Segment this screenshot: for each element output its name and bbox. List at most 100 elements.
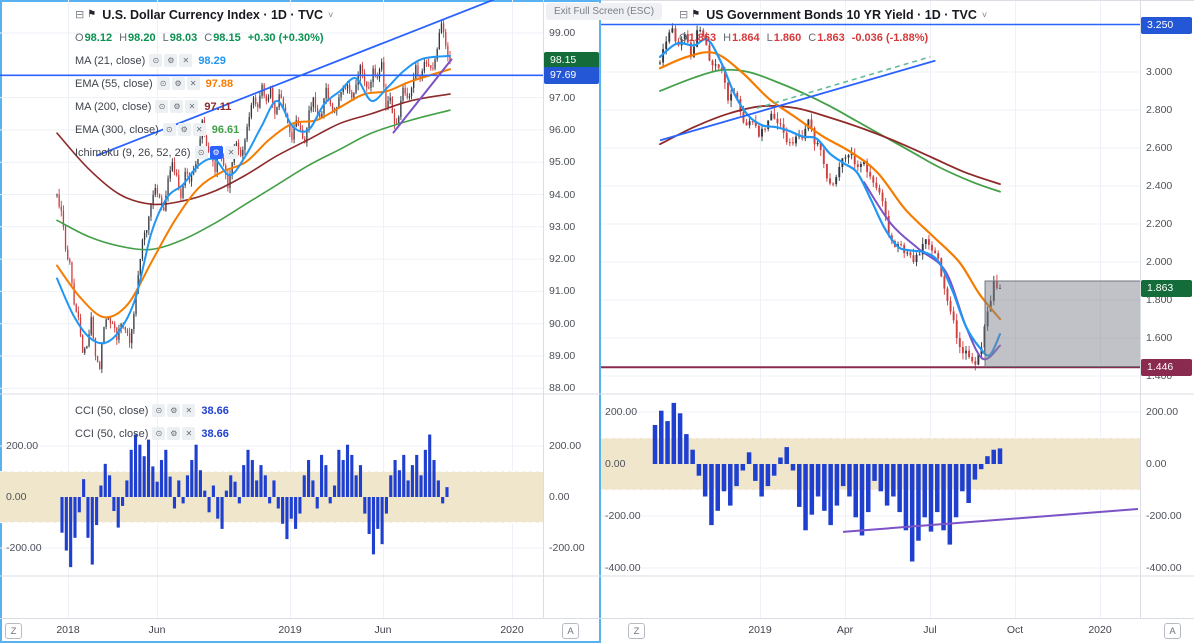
price-tick-label: 89.00	[549, 350, 576, 362]
symbol-title: US Government Bonds 10 YR Yield · 1D · T…	[706, 7, 977, 22]
eye-icon[interactable]: ⊙	[149, 54, 163, 67]
eye-icon[interactable]: ⊙	[155, 100, 169, 113]
cci-indicator-row[interactable]: CCI (50, close) ⊙ ⚙ ✕ 38.66	[75, 402, 229, 419]
price-scale[interactable]	[1140, 0, 1194, 618]
indicator-value: 97.88	[205, 77, 234, 90]
indicator-row[interactable]: MA (21, close) ⊙ ⚙ ✕ 98.29	[75, 52, 333, 69]
ohlc-row: O 98.12 H 98.20 L 98.03 C 98.15 +0.30 (+0.30%)	[75, 29, 333, 46]
time-tick-label: 2018	[56, 624, 80, 636]
symbol-menu-caret-icon[interactable]: ˅	[981, 9, 988, 20]
cci-tick-label: -200.00	[549, 542, 585, 554]
change-value: -0.036 (-1.88%)	[851, 31, 929, 44]
ohlc-value: 1.860	[773, 31, 802, 44]
eye-icon[interactable]: ⊙	[162, 123, 176, 136]
cci-tick-label: -400.00	[1146, 562, 1182, 574]
ohlc-value: 1.864	[732, 31, 760, 44]
cci-tick-label-left: -200.00	[605, 510, 641, 522]
price-tick-label: 2.600	[1146, 142, 1173, 154]
indicator-label: MA (200, close)	[75, 100, 152, 113]
time-tick-label: 2019	[748, 624, 772, 636]
dxy-chart-canvas[interactable]	[0, 0, 601, 643]
collapse-chart-icon[interactable]: ⊟	[75, 9, 85, 21]
time-tick-label: Jun	[374, 624, 392, 636]
us10y-legend: ⊟ ⚑ US Government Bonds 10 YR Yield · 1D ·…	[679, 6, 987, 52]
settings-icon[interactable]: ⚙	[171, 77, 185, 90]
cci-tick-label-left: 200.00	[605, 406, 638, 418]
cci-tick-label-left: -400.00	[605, 562, 641, 574]
time-tick-label: Oct	[1006, 624, 1024, 636]
auto-scale-button[interactable]: A	[1164, 623, 1181, 639]
time-tick-label: 2019	[278, 624, 302, 636]
ohlc-letter: C	[204, 31, 213, 44]
eye-icon[interactable]: ⊙	[194, 146, 208, 159]
ohlc-row: O 1.863 H 1.864 L 1.860 C 1.863 -0.036 (-1.88%)	[679, 29, 987, 46]
exit-fullscreen-button[interactable]: Exit Full Screen (ESC)	[546, 3, 663, 20]
indicator-label: EMA (55, close)	[75, 77, 153, 90]
ohlc-letter: H	[119, 31, 128, 44]
price-badge: 3.250	[1141, 16, 1192, 34]
close-icon[interactable]: ✕	[186, 77, 200, 90]
eye-icon[interactable]: ⊙	[156, 77, 170, 90]
settings-icon[interactable]: ⚙	[167, 427, 181, 440]
change-value: +0.30 (+0.30%)	[247, 31, 324, 44]
cci-tick-label: -200.00	[1146, 510, 1182, 522]
symbol-title-row[interactable]: ⊟ ⚑ US Government Bonds 10 YR Yield · 1D ·…	[679, 6, 987, 23]
time-tick-label: Jun	[148, 624, 166, 636]
price-tick-label: 2.400	[1146, 180, 1173, 192]
price-tick-label: 2.200	[1146, 218, 1173, 230]
indicator-label: MA (21, close)	[75, 54, 146, 67]
indicator-row[interactable]: Ichimoku (9, 26, 52, 26) ⊙ ⚙ ✕	[75, 144, 333, 161]
cci-indicator-row[interactable]: CCI (50, close) ⊙ ⚙ ✕ 38.66	[75, 425, 229, 442]
collapse-chart-icon[interactable]: ⊟	[679, 9, 689, 21]
cci-indicator-label: CCI (50, close)	[75, 404, 149, 417]
price-tick-label: 90.00	[549, 317, 576, 330]
symbol-menu-caret-icon[interactable]: ˅	[328, 9, 334, 20]
price-badge: 1.446	[1141, 359, 1192, 377]
indicator-value: 97.11	[204, 100, 232, 113]
symbol-title-row[interactable]: ⊟ ⚑ U.S. Dollar Currency Index · 1D · TVC ˅	[75, 6, 333, 23]
indicator-row[interactable]: MA (200, close) ⊙ ⚙ ✕ 97.11	[75, 98, 333, 115]
indicator-row[interactable]: EMA (300, close) ⊙ ⚙ ✕ 96.61	[75, 121, 333, 138]
settings-icon[interactable]: ⚙	[167, 404, 181, 417]
indicator-row[interactable]: EMA (55, close) ⊙ ⚙ ✕ 97.88	[75, 75, 333, 92]
cci-tick-label-left: 200.00	[6, 440, 39, 452]
indicator-label: Ichimoku (9, 26, 52, 26)	[75, 146, 191, 159]
flag-icon[interactable]: ⚑	[691, 9, 701, 20]
ohlc-letter: L	[162, 31, 169, 44]
chart-panel-dxy[interactable]: 99.00 97.00 96.00 95.00 94.00 93.00 92.00 91.00…	[0, 0, 601, 643]
price-tick-label: 3.000	[1146, 66, 1173, 78]
ohlc-letter: O	[75, 31, 84, 44]
price-tick-label: 96.00	[549, 123, 576, 136]
indicator-label: EMA (300, close)	[75, 123, 159, 136]
settings-icon[interactable]: ⚙	[177, 123, 191, 136]
cci-tick-label-left: -200.00	[6, 542, 42, 554]
close-icon[interactable]: ✕	[224, 146, 238, 159]
zoom-button[interactable]: Z	[628, 623, 645, 639]
cci-tick-label: 200.00	[1146, 406, 1179, 418]
settings-icon[interactable]: ⚙	[209, 146, 223, 159]
indicator-value: 98.29	[198, 54, 226, 67]
ohlc-letter: O	[679, 31, 688, 44]
ohlc-letter: H	[723, 31, 732, 44]
settings-icon[interactable]: ⚙	[164, 54, 178, 67]
ohlc-value: 98.03	[169, 31, 198, 44]
price-tick-label: 88.00	[549, 382, 576, 395]
flag-icon[interactable]: ⚑	[87, 9, 97, 20]
settings-icon[interactable]: ⚙	[170, 100, 184, 113]
close-icon[interactable]: ✕	[192, 123, 206, 136]
close-icon[interactable]: ✕	[182, 404, 196, 417]
auto-scale-button[interactable]: A	[562, 623, 579, 639]
close-icon[interactable]: ✕	[179, 54, 193, 67]
close-icon[interactable]: ✕	[185, 100, 199, 113]
close-icon[interactable]: ✕	[182, 427, 196, 440]
chart-panel-us10y[interactable]: 3.000 2.800 2.600 2.400 2.200 2.000 1.800 1.600…	[601, 0, 1194, 643]
price-tick-label: 94.00	[549, 188, 576, 201]
eye-icon[interactable]: ⊙	[152, 404, 166, 417]
ohlc-value: 98.12	[84, 31, 113, 44]
eye-icon[interactable]: ⊙	[152, 427, 166, 440]
us10y-chart-canvas[interactable]	[601, 0, 1194, 643]
ohlc-letter: L	[766, 31, 773, 44]
ohlc-value: 1.863	[817, 31, 845, 44]
zoom-button[interactable]: Z	[5, 623, 22, 639]
